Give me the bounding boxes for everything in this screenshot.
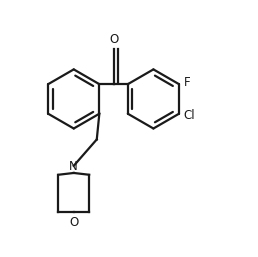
Text: F: F xyxy=(184,76,190,89)
Text: Cl: Cl xyxy=(184,108,195,122)
Text: O: O xyxy=(109,33,118,46)
Text: O: O xyxy=(69,216,78,229)
Text: N: N xyxy=(69,160,78,173)
